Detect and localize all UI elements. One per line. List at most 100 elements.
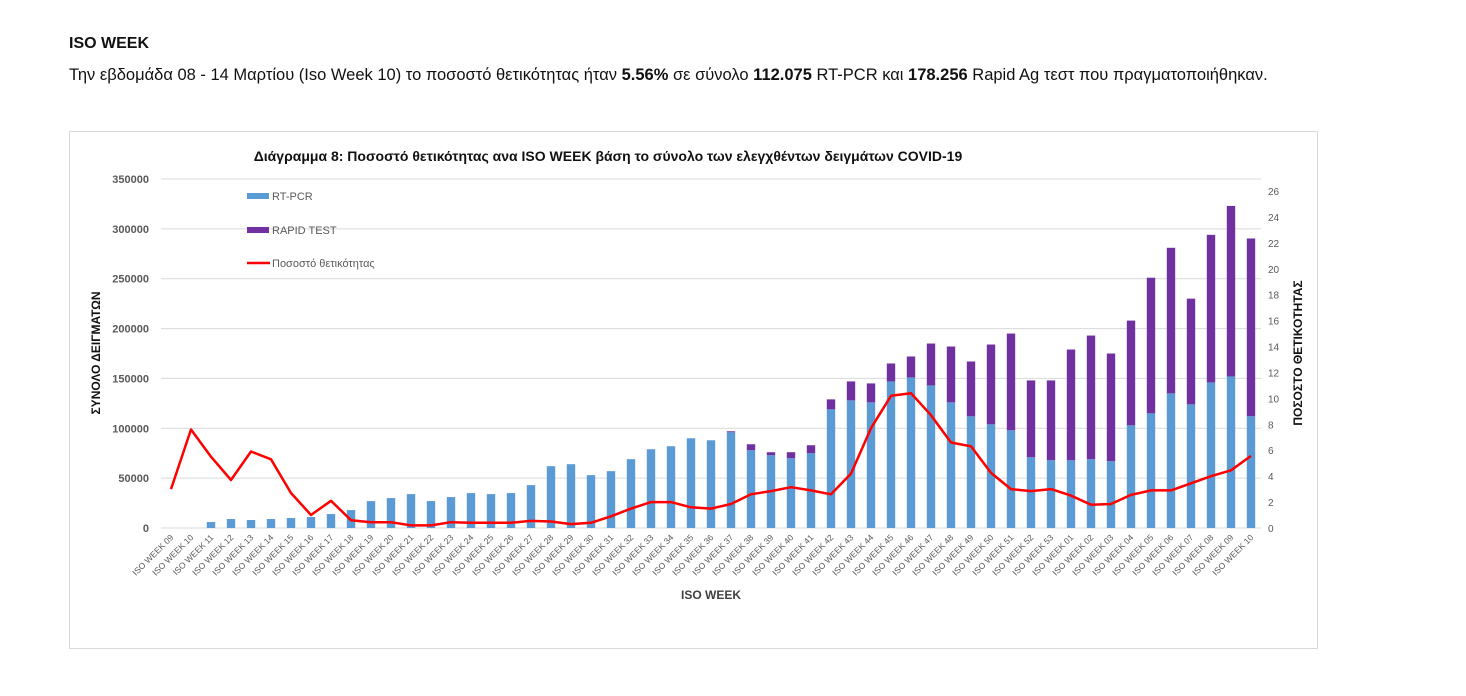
bar-rtpcr: [286, 518, 296, 528]
y2-tick-label: 6: [1268, 446, 1274, 457]
y2-axis-title: ΠΟΣΟΣΤΟ ΘΕΤΙΚΟΤΗΤΑΣ: [1291, 280, 1305, 425]
bar-rtpcr: [886, 381, 896, 528]
bar-rtpcr: [366, 501, 376, 528]
y-axis-title: ΣΥΝΟΛΟ ΔΕΙΓΜΑΤΩΝ: [89, 291, 103, 414]
bar-rtpcr: [646, 449, 656, 528]
bar-rtpcr: [526, 485, 536, 528]
bar-rtpcr: [1186, 404, 1196, 528]
legend-swatch-rtpcr: [247, 193, 269, 199]
y-tick-label: 250000: [112, 274, 149, 286]
bar-rapid: [1166, 247, 1176, 394]
bar-rtpcr: [1166, 393, 1176, 528]
bar-rtpcr: [626, 459, 636, 528]
rapid-total: 178.256: [908, 66, 968, 84]
bar-rtpcr: [726, 432, 736, 528]
legend-label-positivity: Ποσοστό θετικότητας: [272, 258, 375, 270]
bar-rapid: [946, 346, 956, 403]
bar-rtpcr: [306, 517, 316, 528]
bar-rtpcr: [926, 385, 936, 528]
bar-rtpcr: [686, 438, 696, 528]
pcr-total: 112.075: [753, 66, 812, 84]
y2-tick-label: 14: [1268, 343, 1280, 354]
bar-rtpcr: [706, 440, 716, 528]
legend: RT-PCR RAPID TEST Ποσοστό θετικότητας: [247, 191, 375, 270]
y2-tick-label: 8: [1268, 420, 1274, 431]
legend-label-rapid: RAPID TEST: [272, 225, 337, 237]
bar-rapid: [906, 356, 916, 378]
bar-rapid: [1086, 335, 1096, 460]
y-tick-label: 150000: [112, 373, 149, 385]
bar-rtpcr: [266, 519, 276, 528]
bar-rapid: [986, 344, 996, 425]
bar-rtpcr: [1246, 416, 1256, 528]
bar-rapid: [726, 431, 736, 433]
bar-rapid: [926, 343, 936, 386]
chart-container: 0 50000 100000 150000 200000 250000 300000 3500…: [69, 131, 1318, 649]
x-axis-title: ISO WEEK: [681, 588, 741, 602]
y-tick-label: 350000: [112, 174, 149, 186]
bar-rapid: [826, 399, 836, 410]
bar-rapid: [1026, 380, 1036, 458]
bar-rtpcr: [1046, 460, 1056, 528]
bar-rtpcr: [1206, 382, 1216, 528]
y2-tick-label: 16: [1268, 317, 1280, 328]
bar-rapid: [1006, 333, 1016, 431]
bar-rtpcr: [846, 400, 856, 528]
bar-rapid: [766, 452, 776, 456]
y2-tick-label: 24: [1268, 213, 1280, 224]
text: RT-PCR και: [811, 66, 909, 84]
bar-rapid: [1206, 234, 1216, 383]
bar-rtpcr: [506, 493, 516, 528]
bar-rtpcr: [946, 402, 956, 528]
bar-rapid: [1246, 238, 1256, 417]
y-tick-label: 200000: [112, 324, 149, 336]
y-tick-label: 0: [143, 523, 149, 535]
y2-tick-label: 20: [1268, 265, 1280, 276]
bar-rapid: [1126, 320, 1136, 426]
bar-rapid: [886, 363, 896, 382]
bar-rtpcr: [446, 497, 456, 528]
bar-rtpcr: [406, 494, 416, 528]
text: Rapid Ag τεστ που πραγματοποιήθηκαν.: [967, 66, 1268, 84]
positivity-rate: 5.56%: [621, 66, 669, 84]
bar-rtpcr: [566, 464, 576, 528]
bar-rtpcr: [826, 409, 836, 528]
bar-rtpcr: [606, 471, 616, 528]
legend-swatch-rapid: [247, 227, 269, 233]
bar-rtpcr: [746, 450, 756, 528]
text: σε σύνολο: [668, 66, 754, 84]
bar-rtpcr: [1006, 430, 1016, 528]
bar-rtpcr: [906, 377, 916, 528]
bar-rtpcr: [786, 458, 796, 528]
legend-label-rtpcr: RT-PCR: [272, 191, 313, 203]
bar-rtpcr: [666, 446, 676, 528]
y-tick-label: 100000: [112, 423, 149, 435]
y-tick-label: 300000: [112, 224, 149, 236]
bar-rapid: [786, 452, 796, 459]
bar-rtpcr: [1146, 413, 1156, 528]
bar-rtpcr: [206, 522, 216, 528]
bar-rapid: [966, 361, 976, 417]
bar-rapid: [1226, 205, 1236, 377]
bar-rtpcr: [1066, 460, 1076, 528]
bar-rapid: [846, 381, 856, 401]
y2-tick-label: 0: [1268, 524, 1274, 535]
bar-rtpcr: [586, 475, 596, 528]
bar-rapid: [1106, 353, 1116, 462]
y2-tick-label: 18: [1268, 291, 1280, 302]
positivity-chart: 0 50000 100000 150000 200000 250000 300000 3500…: [89, 148, 1305, 602]
bar-rtpcr: [426, 501, 436, 528]
bar-rtpcr: [486, 494, 496, 528]
text: Την εβδομάδα 08 - 14 Μαρτίου (Iso Week 1…: [69, 66, 622, 84]
bar-rtpcr: [1226, 376, 1236, 528]
bar-rtpcr: [1026, 457, 1036, 528]
y2-tick-label: 22: [1268, 239, 1280, 250]
bar-rapid: [1046, 380, 1056, 461]
bar-rtpcr: [866, 402, 876, 528]
y2-tick-label: 12: [1268, 368, 1280, 379]
bar-rapid: [746, 444, 756, 451]
bar-rapid: [1066, 349, 1076, 461]
summary-paragraph: Την εβδομάδα 08 - 14 Μαρτίου (Iso Week 1…: [69, 61, 1317, 89]
bar-rapid: [866, 383, 876, 403]
y2-tick-label: 10: [1268, 394, 1280, 405]
